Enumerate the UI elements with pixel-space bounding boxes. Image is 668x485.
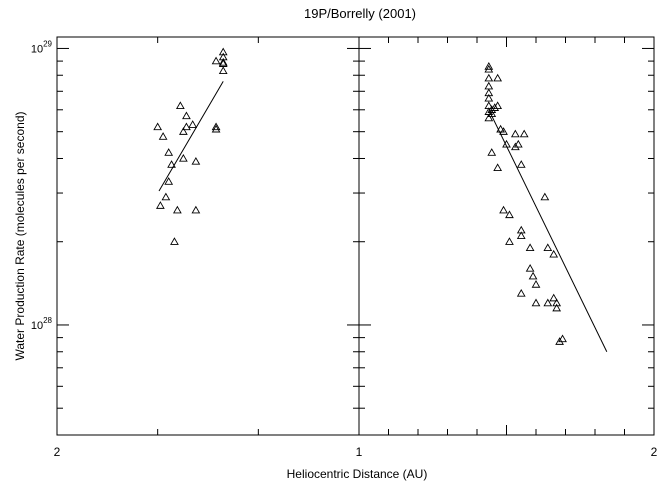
fit-line-pre-perihelion [158,81,224,192]
data-point-triangle [493,73,503,82]
data-point-triangle [549,249,559,258]
data-point-triangle [543,243,553,252]
data-point-triangle [178,153,188,162]
data-point-triangle [496,124,505,133]
data-point-triangle [218,57,228,66]
data-point-triangle [513,139,523,148]
left-panel-frame [56,36,360,436]
x-tick-labels: 2 1 2 [54,445,658,459]
data-point-triangle [502,139,511,148]
x-tick-label: 1 [356,445,363,459]
data-point-triangle [540,192,550,201]
data-point-triangle [173,205,182,214]
data-point-triangle [505,237,514,245]
data-point-triangle [191,205,201,214]
data-point-triangle [525,264,535,272]
data-point-triangle [493,101,503,110]
data-point-triangle [499,205,508,214]
data-point-triangle [155,201,165,209]
data-point-triangle [505,210,514,219]
data-point-triangle [552,303,562,312]
x-axis-label: Heliocentric Distance (AU) [287,467,428,481]
data-point-triangle [182,111,191,120]
data-point-triangle [484,62,494,70]
data-point-triangle [167,160,176,168]
data-point-triangle [516,160,526,168]
data-point-triangle [519,129,529,138]
data-point-triangle [525,243,535,252]
data-point-triangle [552,298,562,307]
data-point-triangle [531,298,541,307]
data-point-triangle [510,129,520,138]
fit-lines [158,81,608,352]
data-point-triangle [558,334,567,343]
data-point-triangle [484,81,494,90]
data-point-triangle [543,298,553,307]
data-point-triangle [487,109,497,118]
data-point-triangle [164,177,174,185]
data-point-triangle [182,122,191,131]
x-tick-label: 2 [54,445,61,459]
data-point-triangle [484,64,494,73]
data-point-triangle [484,113,494,122]
data-point-triangle [484,93,494,102]
data-point-triangle [164,148,174,156]
data-point-triangle [487,105,497,113]
data-point-triangle [484,73,494,82]
data-point-triangle [531,280,541,288]
data-point-triangle [487,148,497,156]
data-point-triangle [528,271,538,280]
data-point-triangle [211,56,221,65]
data-point-triangle [484,88,494,97]
data-point-triangle [153,122,163,131]
data-point-triangle [161,192,171,201]
y-tick-base: 10 [31,320,43,332]
y-tick-base: 10 [31,43,43,55]
data-point-triangle [211,124,221,133]
axis-ticks [56,37,655,436]
data-point-triangle [516,231,526,240]
data-point-triangle [170,237,179,245]
data-point-triangle [211,122,221,131]
right-panel-frame [358,36,655,436]
data-point-triangle [158,132,168,140]
data-point-triangle [218,66,228,74]
data-point-triangle [516,288,526,297]
fit-line-post-perihelion [488,109,608,352]
y-tick-exponent: 29 [43,39,52,48]
data-point-triangle [493,163,503,171]
data-point-triangle [510,142,520,151]
data-point-triangle [178,127,188,135]
data-point-triangle [191,157,201,165]
y-tick-label: 1028 [31,316,53,332]
data-point-triangle [549,293,559,302]
data-points [153,47,567,345]
data-point-triangle [175,101,185,110]
data-point-triangle [499,127,508,135]
x-tick-label: 2 [651,445,658,459]
y-tick-label: 1029 [31,39,53,55]
data-point-triangle [188,120,198,128]
y-axis-label: Water Production Rate (molecules per sec… [13,111,27,360]
y-tick-exponent: 28 [43,316,52,325]
chart-title: 19P/Borrelly (2001) [304,6,416,21]
data-point-triangle [490,103,500,111]
data-point-triangle [218,47,228,56]
